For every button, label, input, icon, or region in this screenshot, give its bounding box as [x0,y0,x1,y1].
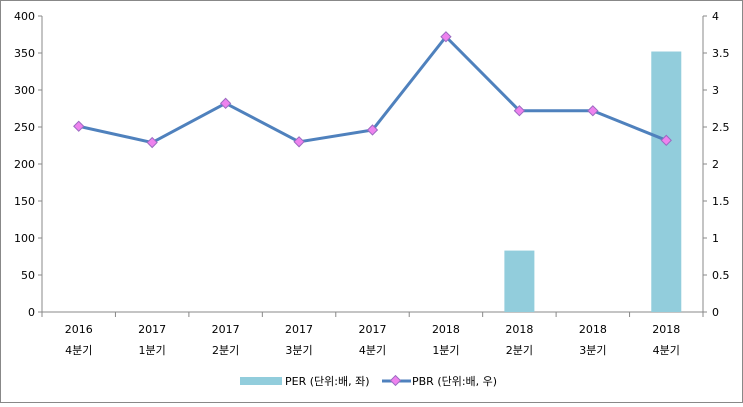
x-tick-label-year: 2018 [579,323,607,336]
pbr-point [219,97,232,109]
x-tick-label-quarter: 1분기 [432,344,459,357]
x-tick-label-quarter: 4분기 [65,344,92,357]
legend-pbr-label: PBR (단위:배, 우) [412,375,497,388]
pbr-point [146,136,158,149]
x-tick-label-quarter: 2분기 [506,344,533,357]
left-tick-label: 150 [14,195,35,208]
x-tick-label-year: 2018 [652,323,680,336]
left-tick-label: 350 [14,47,35,60]
right-tick-label: 3.5 [712,47,730,60]
x-tick-label-quarter: 3분기 [579,344,606,357]
right-tick-label: 0 [712,306,719,319]
legend-per-swatch [240,377,282,385]
x-tick-label-quarter: 1분기 [139,344,166,357]
left-tick-label: 0 [28,306,35,319]
pbr-point [293,136,305,148]
left-tick-label: 300 [14,84,35,97]
x-tick-label-year: 2017 [359,323,387,336]
per-bar [504,250,535,312]
left-tick-label: 100 [14,232,35,245]
pbr-point [660,134,672,146]
x-tick-label-quarter: 3분기 [285,344,312,357]
x-tick-label-year: 2017 [138,323,166,336]
right-tick-label: 2 [712,158,719,171]
per-bar [651,51,682,313]
x-tick-label-quarter: 4분기 [653,344,680,357]
left-tick-label: 250 [14,121,35,134]
left-tick-label: 200 [14,158,35,171]
x-tick-label-quarter: 2분기 [212,344,239,357]
x-tick-label-year: 2016 [65,323,93,336]
legend-pbr-marker [389,374,402,387]
x-tick-label-year: 2018 [505,323,533,336]
pbr-point [440,31,452,43]
x-tick-label-year: 2017 [212,323,240,336]
x-tick-label-quarter: 4분기 [359,344,386,357]
legend-per-label: PER (단위:배, 좌) [285,375,370,388]
right-tick-label: 1 [712,232,719,245]
pbr-point [366,124,379,136]
left-tick-label: 400 [14,10,35,23]
right-tick-label: 1.5 [712,195,730,208]
legend: PER (단위:배, 좌) PBR (단위:배, 우) [240,374,497,388]
pbr-point [73,120,85,132]
x-tick-label-year: 2018 [432,323,460,336]
left-tick-label: 50 [21,269,35,282]
right-tick-label: 4 [712,10,719,23]
pbr-point [513,105,526,117]
pbr-point [587,105,599,117]
x-tick-label-year: 2017 [285,323,313,336]
right-tick-label: 0.5 [712,269,730,282]
right-tick-label: 3 [712,84,719,97]
right-tick-label: 2.5 [712,121,730,134]
